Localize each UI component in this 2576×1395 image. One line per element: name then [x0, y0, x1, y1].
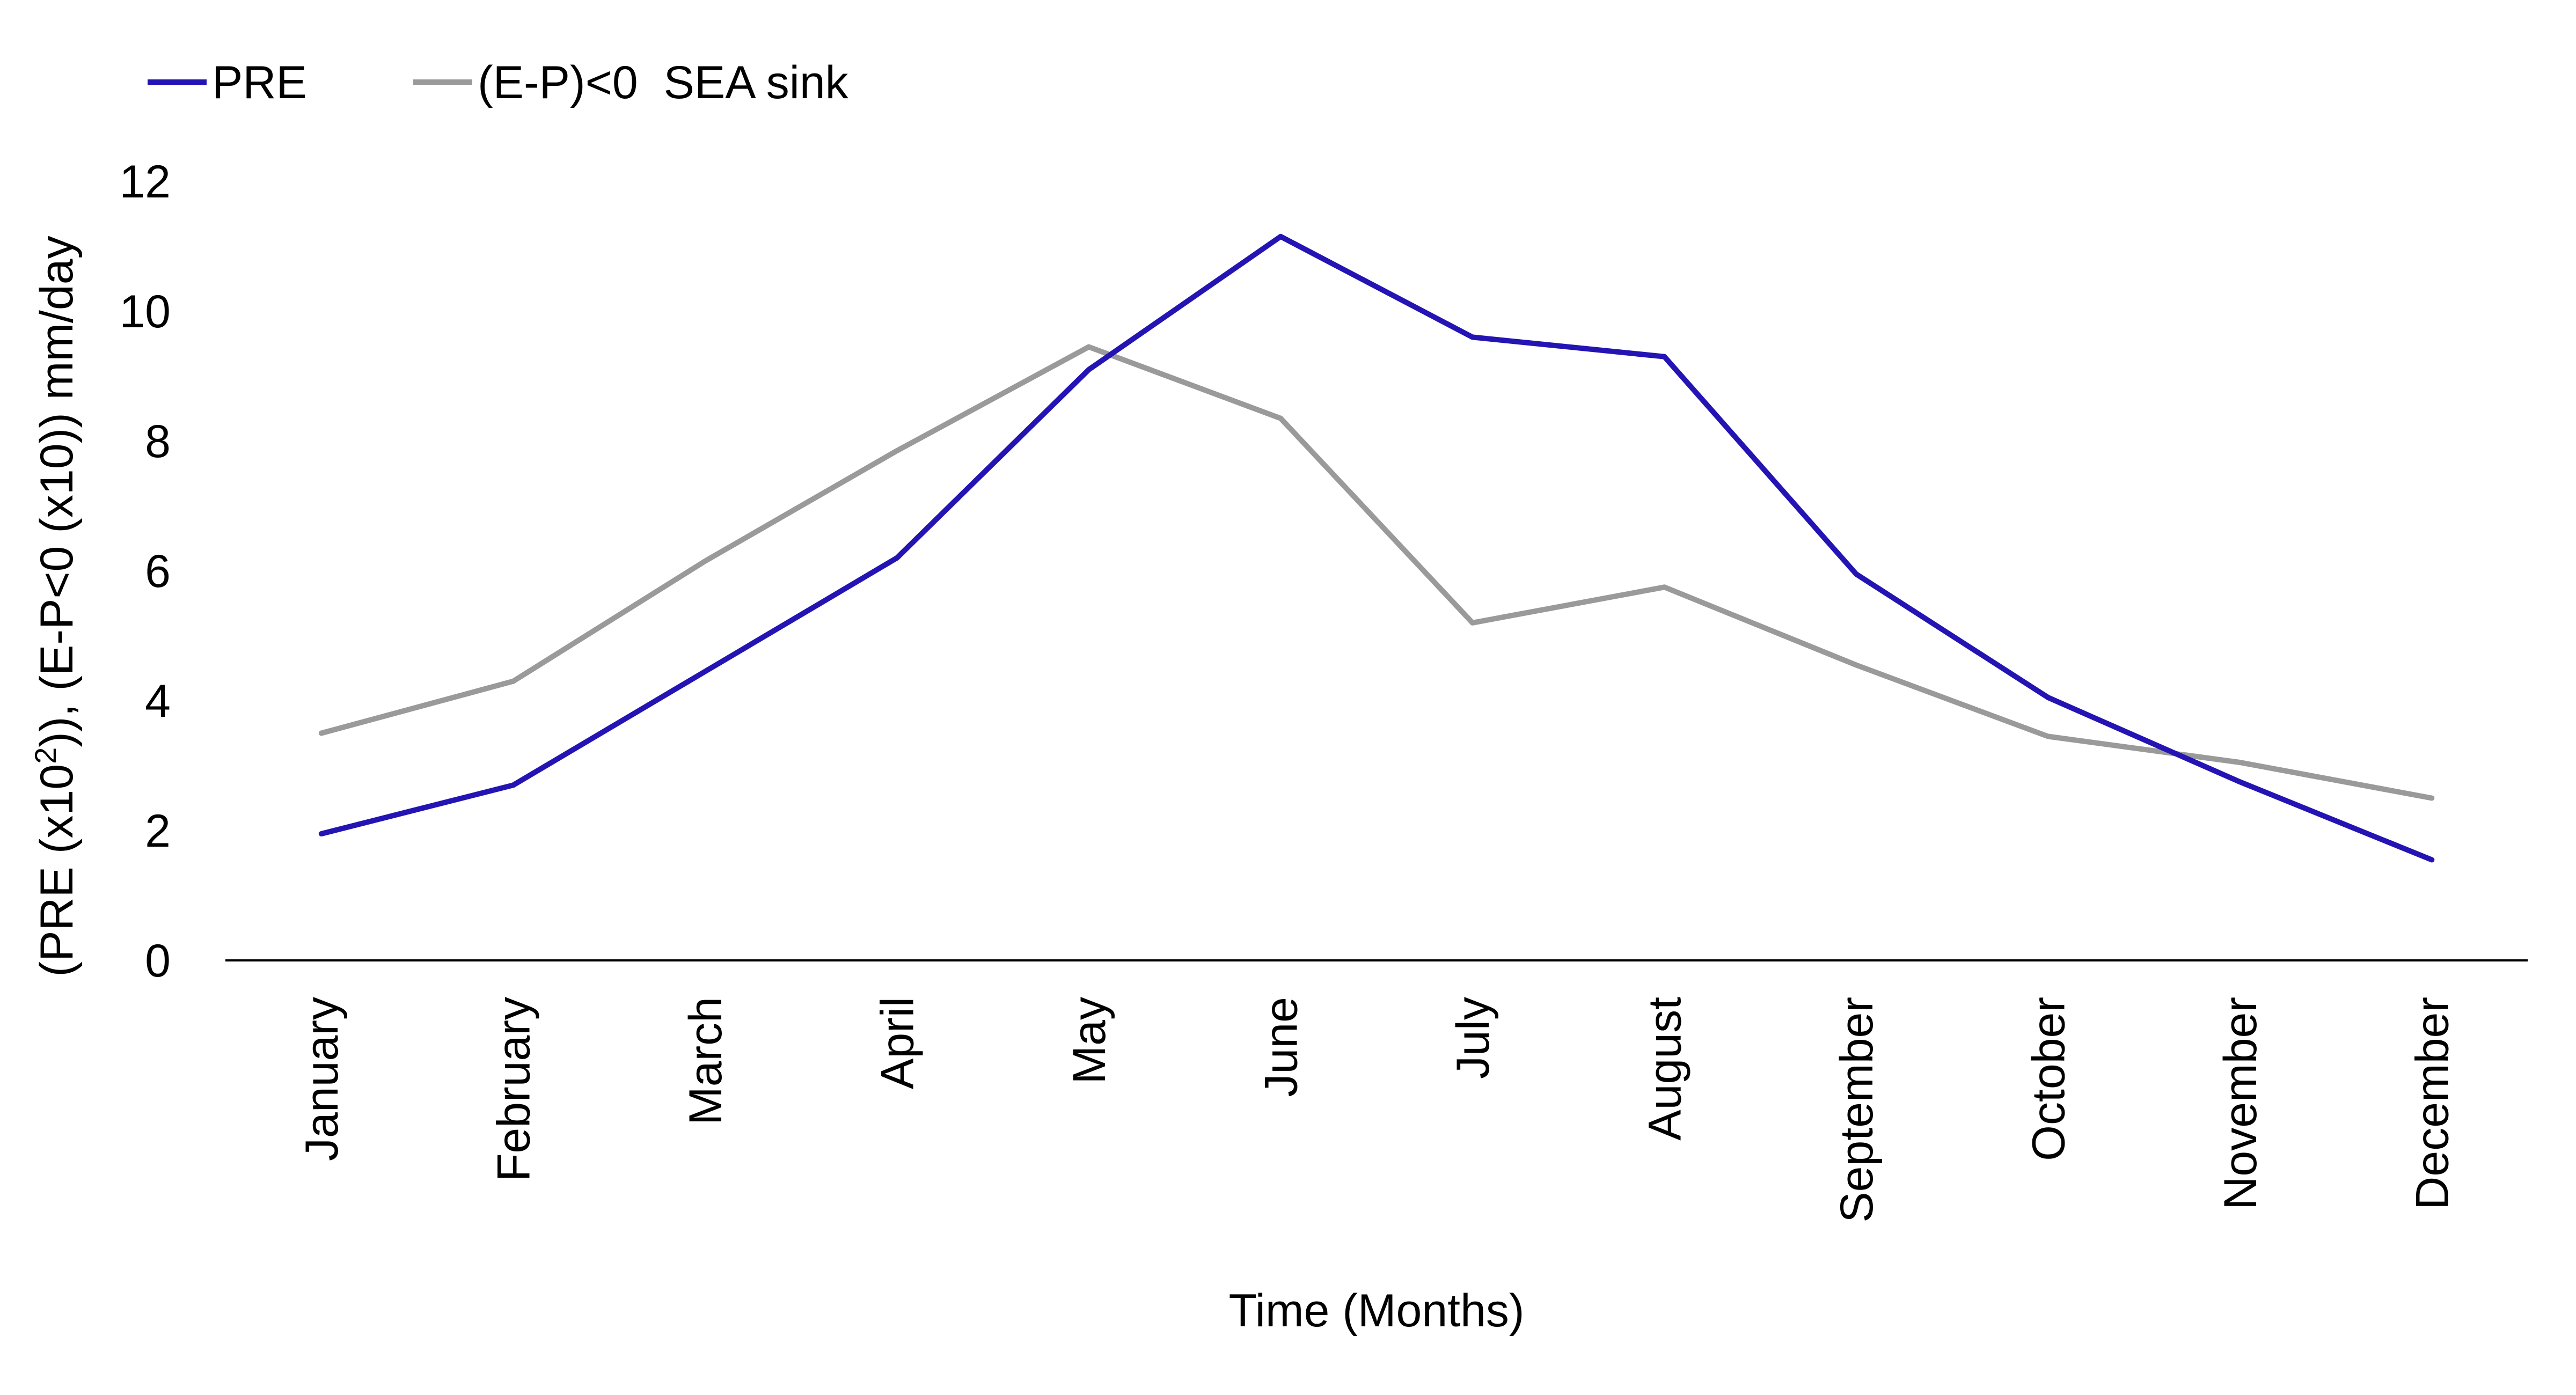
- x-tick-label: November: [2215, 997, 2266, 1210]
- y-tick-label: 6: [145, 546, 171, 597]
- x-tick-label: August: [1639, 997, 1690, 1141]
- x-tick-label: May: [1064, 997, 1115, 1084]
- x-tick-label: July: [1447, 997, 1499, 1079]
- y-tick-label: 4: [145, 676, 171, 727]
- y-axis-title: (PRE (x102)), (E-P<0 (x10)) mm/day: [28, 236, 83, 976]
- x-tick-label: June: [1255, 997, 1307, 1097]
- x-tick-label: December: [2406, 997, 2458, 1210]
- x-axis-title: Time (Months): [1228, 1285, 1524, 1337]
- y-axis-title-superscript: 2: [28, 747, 62, 764]
- legend-label: (E-P)<0 SEA sink: [478, 57, 849, 108]
- y-axis-title-part: )), (E-P<0 (x10)) mm/day: [31, 236, 83, 747]
- legend: PRE (E-P)<0 SEA sink: [148, 57, 849, 108]
- series-line-e-p-0-sea-sink: [318, 344, 2435, 801]
- y-tick-label: 8: [145, 416, 171, 467]
- y-axis-title-text: (PRE (x102)), (E-P<0 (x10)) mm/day: [28, 236, 83, 976]
- y-tick-label: 12: [119, 156, 171, 208]
- x-tick-label: April: [872, 997, 923, 1089]
- y-tick-label: 10: [119, 286, 171, 337]
- x-tick-label: January: [296, 997, 348, 1161]
- x-axis-ticks: January February March April May June July Augu…: [296, 997, 2458, 1223]
- y-tick-label: 2: [145, 805, 171, 857]
- series-layer: [318, 233, 2435, 863]
- legend-item: (E-P)<0 SEA sink: [413, 57, 849, 108]
- x-tick-label: October: [2023, 997, 2074, 1161]
- legend-label: PRE: [212, 57, 307, 108]
- legend-item: PRE: [148, 57, 307, 108]
- x-tick-label: September: [1831, 997, 1883, 1223]
- y-tick-label: 0: [145, 935, 171, 987]
- y-axis-title-part: (PRE (x10: [31, 764, 83, 977]
- x-tick-label: February: [488, 997, 539, 1181]
- y-axis-ticks: 0 2 4 6 8 10 12: [119, 156, 171, 987]
- series-line-pre: [318, 233, 2435, 863]
- x-tick-label: March: [680, 997, 731, 1125]
